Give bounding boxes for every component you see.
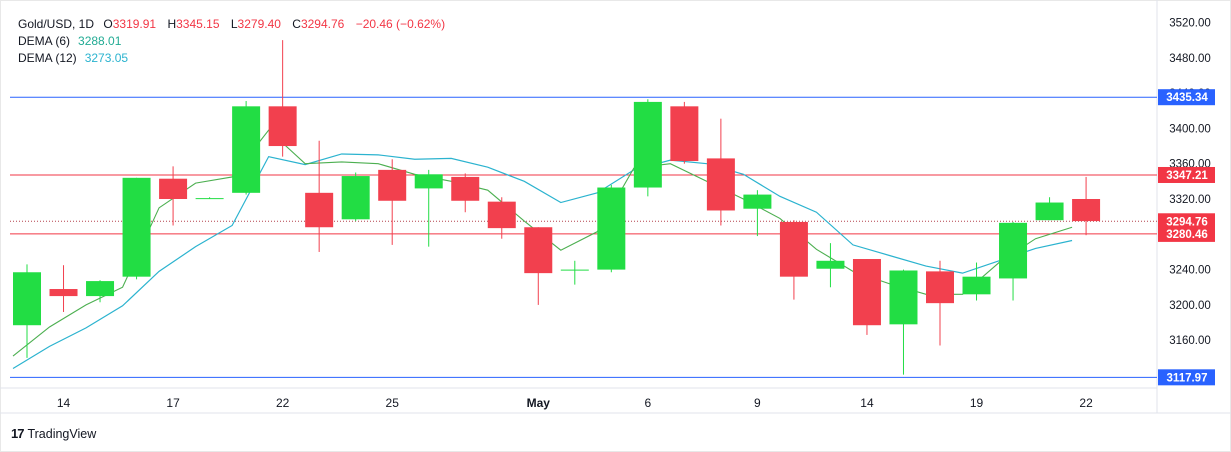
candle-body: [378, 169, 407, 201]
candle-body: [159, 178, 188, 199]
candle-body: [268, 106, 297, 147]
x-tick-label: 22: [1079, 396, 1093, 410]
x-tick-label: 25: [386, 396, 400, 410]
dema6-value: 3288.01: [78, 34, 122, 48]
low-value: 3279.40: [237, 17, 281, 31]
candle-body: [524, 227, 553, 274]
symbol-label[interactable]: Gold/USD, 1D: [18, 17, 95, 31]
dema6-label: DEMA (6): [18, 34, 71, 48]
dema12-label: DEMA (12): [18, 51, 77, 65]
candle-body: [633, 101, 662, 188]
candle-body: [451, 176, 480, 201]
close-label: C: [292, 17, 301, 31]
x-tick-label: 22: [276, 396, 290, 410]
last-price-tag: 3294.76: [1166, 216, 1208, 228]
candle-body: [560, 269, 589, 271]
legend-ohlc-row: Gold/USD, 1D O3319.91 H3345.15 L3279.40 …: [18, 16, 445, 33]
level-price-tag: 3280.46: [1166, 229, 1208, 241]
dema12-line: [12, 153, 1073, 369]
x-tick-label: 9: [754, 396, 761, 410]
y-tick-label: 3240.00: [1169, 265, 1211, 277]
y-tick-label: 3480.00: [1169, 53, 1211, 65]
candle-body: [999, 222, 1028, 279]
candle-body: [13, 272, 41, 326]
candle-body: [122, 177, 151, 277]
y-tick-label: 3400.00: [1169, 123, 1211, 135]
legend-dema6-row[interactable]: DEMA (6) 3288.01: [18, 33, 445, 50]
candle-body: [86, 281, 115, 297]
tradingview-logo-icon: 17: [11, 426, 25, 441]
level-price-tag-bg: [1158, 369, 1215, 386]
candle-body: [1072, 199, 1101, 222]
level-price-tag-bg: [1158, 225, 1215, 242]
change-value: −20.46 (−0.62%): [355, 17, 446, 31]
level-price-tag: 3347.21: [1166, 170, 1208, 182]
candle-body: [962, 276, 991, 295]
x-tick-label: May: [527, 396, 551, 410]
candle-body: [341, 176, 370, 220]
tradingview-brand[interactable]: 17 TradingView: [11, 426, 96, 441]
dema12-value: 3273.05: [84, 51, 129, 65]
x-tick-label: 6: [644, 396, 651, 410]
candle-body: [889, 270, 918, 325]
candle-body: [597, 187, 626, 270]
y-tick-label: 3200.00: [1169, 300, 1211, 312]
candle-body: [816, 260, 845, 269]
last-price-tag-bg: [1158, 213, 1215, 230]
high-label: H: [167, 17, 177, 31]
y-tick-label: 3520.00: [1169, 17, 1211, 29]
level-price-tag: 3435.34: [1166, 92, 1208, 104]
candle-body: [670, 106, 699, 162]
level-price-tag: 3117.97: [1167, 372, 1208, 384]
level-price-tag-bg: [1158, 166, 1215, 183]
low-label: L: [230, 17, 238, 31]
candle-body: [779, 221, 808, 277]
open-label: O: [103, 17, 113, 31]
chart-legend: Gold/USD, 1D O3319.91 H3345.15 L3279.40 …: [18, 16, 445, 67]
candle-body: [852, 259, 881, 326]
high-value: 3345.15: [176, 17, 220, 31]
open-value: 3319.91: [112, 17, 157, 31]
candle-body: [1035, 202, 1064, 221]
close-value: 3294.76: [300, 17, 345, 31]
y-tick-label: 3160.00: [1169, 335, 1211, 347]
candle-body: [305, 192, 334, 228]
candle-body: [195, 198, 224, 200]
candle-body: [743, 194, 772, 209]
y-tick-label: 3320.00: [1169, 194, 1211, 206]
brand-name: TradingView: [27, 426, 97, 441]
candle-body: [232, 106, 261, 193]
level-price-tag-bg: [1158, 89, 1215, 106]
candle-body: [487, 201, 516, 229]
candle-body: [706, 158, 735, 211]
x-tick-label: 14: [860, 396, 874, 410]
x-tick-label: 14: [57, 396, 71, 410]
candle-body: [414, 174, 443, 189]
x-tick-label: 19: [970, 396, 984, 410]
x-tick-label: 17: [166, 396, 180, 410]
candle-body: [49, 289, 78, 297]
candle-body: [926, 271, 954, 304]
legend-dema12-row[interactable]: DEMA (12) 3273.05: [18, 50, 445, 67]
